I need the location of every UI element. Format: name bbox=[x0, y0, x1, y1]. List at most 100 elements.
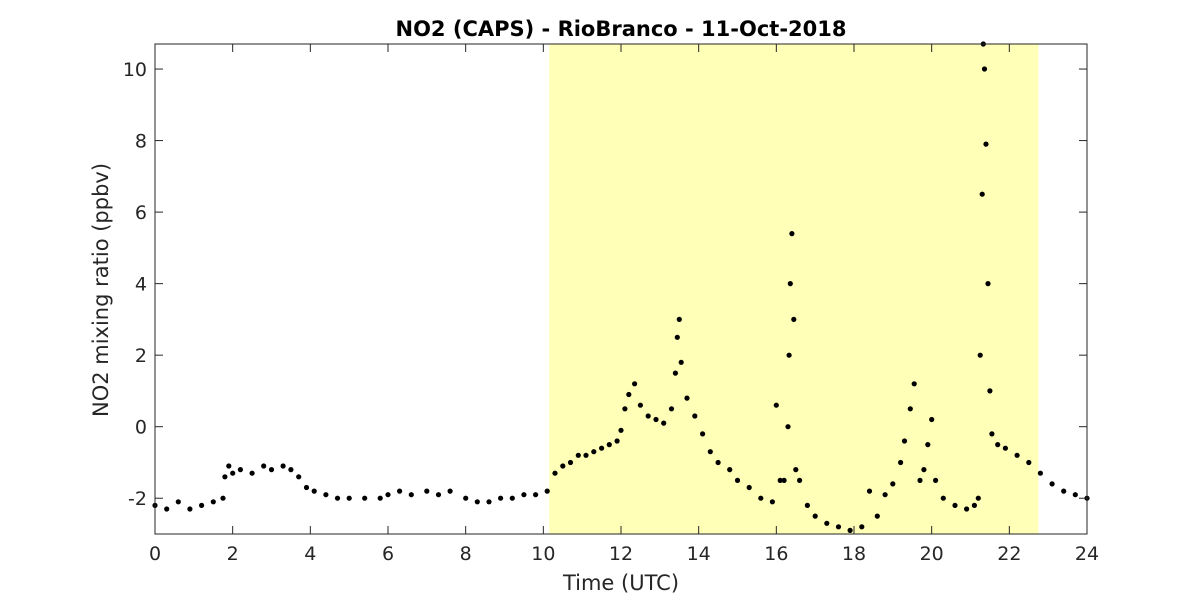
data-point bbox=[985, 281, 991, 287]
data-point bbox=[773, 402, 779, 408]
data-point bbox=[746, 484, 752, 491]
data-point bbox=[952, 502, 958, 508]
data-point bbox=[521, 492, 527, 498]
y-tick-label: 4 bbox=[135, 274, 147, 296]
data-point bbox=[692, 413, 698, 419]
data-point bbox=[882, 492, 888, 498]
x-tick-label: 6 bbox=[382, 543, 394, 565]
data-point bbox=[1061, 488, 1067, 494]
data-point bbox=[637, 402, 644, 408]
y-tick-label: 8 bbox=[135, 131, 147, 153]
data-point bbox=[734, 477, 741, 483]
data-point bbox=[230, 470, 236, 476]
data-point bbox=[653, 416, 659, 423]
data-point bbox=[859, 524, 865, 530]
data-point bbox=[614, 438, 620, 444]
data-point bbox=[672, 370, 679, 376]
data-point bbox=[989, 431, 995, 437]
data-point bbox=[261, 463, 267, 469]
data-point bbox=[769, 499, 776, 505]
data-point bbox=[812, 513, 818, 519]
data-point bbox=[645, 413, 651, 419]
data-point bbox=[781, 477, 787, 483]
data-point bbox=[789, 231, 795, 237]
data-point bbox=[474, 499, 480, 505]
data-point bbox=[575, 452, 581, 458]
data-point bbox=[220, 495, 226, 501]
data-point bbox=[632, 381, 638, 387]
data-point bbox=[979, 191, 985, 197]
data-point bbox=[847, 527, 853, 534]
data-point bbox=[700, 431, 706, 437]
data-point bbox=[222, 474, 228, 480]
data-point bbox=[940, 495, 946, 501]
data-point bbox=[971, 502, 978, 508]
data-point bbox=[684, 395, 690, 401]
data-point bbox=[987, 388, 993, 394]
x-tick-label: 18 bbox=[842, 543, 866, 565]
data-point bbox=[835, 524, 842, 530]
data-point bbox=[925, 442, 931, 448]
x-tick-label: 14 bbox=[687, 543, 711, 565]
x-axis: 0 2 4 6 8 10 12 14 16 18 20 22 24 bbox=[149, 44, 1099, 565]
data-point bbox=[237, 467, 243, 473]
data-point bbox=[567, 459, 574, 466]
data-point bbox=[777, 477, 783, 483]
data-point bbox=[1002, 445, 1009, 451]
data-point bbox=[804, 502, 811, 508]
data-point bbox=[560, 463, 566, 469]
data-point bbox=[533, 492, 539, 498]
data-point bbox=[1072, 492, 1078, 498]
data-point bbox=[591, 449, 597, 455]
y-axis: -2 0 2 4 6 8 10 bbox=[123, 59, 1087, 510]
data-point bbox=[668, 406, 675, 412]
x-tick-label: 0 bbox=[149, 543, 161, 565]
data-point bbox=[964, 506, 970, 512]
data-point bbox=[929, 416, 935, 423]
data-point bbox=[447, 488, 453, 494]
x-tick-label: 10 bbox=[531, 543, 555, 565]
data-point bbox=[544, 488, 550, 494]
data-point bbox=[785, 424, 791, 430]
data-point bbox=[787, 281, 793, 287]
data-point bbox=[911, 381, 917, 387]
data-point bbox=[995, 442, 1001, 448]
data-point bbox=[397, 488, 403, 494]
data-point bbox=[187, 506, 193, 512]
data-point bbox=[874, 513, 880, 519]
data-point bbox=[901, 438, 908, 444]
x-tick-label: 22 bbox=[997, 543, 1021, 565]
y-tick-label: 2 bbox=[135, 345, 147, 367]
data-point bbox=[408, 492, 414, 498]
data-point bbox=[296, 474, 302, 480]
data-point bbox=[1049, 481, 1055, 487]
data-point bbox=[921, 467, 927, 473]
data-point bbox=[311, 488, 317, 494]
data-point bbox=[1026, 459, 1032, 466]
data-point bbox=[975, 495, 981, 501]
data-point bbox=[303, 484, 310, 491]
x-axis-label: Time (UTC) bbox=[562, 571, 679, 595]
data-point bbox=[334, 495, 341, 501]
data-points bbox=[152, 41, 1090, 534]
data-point bbox=[1014, 452, 1020, 458]
data-point bbox=[824, 520, 830, 526]
x-tick-label: 24 bbox=[1075, 543, 1099, 565]
data-point bbox=[463, 495, 469, 501]
x-tick-label: 20 bbox=[920, 543, 944, 565]
y-tick-label: 0 bbox=[135, 417, 147, 439]
y-tick-label: -2 bbox=[128, 488, 147, 510]
data-point bbox=[715, 459, 721, 466]
data-point bbox=[618, 427, 624, 433]
data-point bbox=[890, 481, 896, 487]
data-point bbox=[933, 477, 939, 483]
data-point bbox=[268, 467, 275, 473]
y-tick-label: 10 bbox=[123, 59, 147, 81]
data-point bbox=[377, 495, 383, 501]
data-point bbox=[983, 141, 989, 147]
data-point bbox=[898, 459, 904, 466]
data-point bbox=[435, 492, 442, 498]
data-point bbox=[509, 495, 515, 501]
data-point bbox=[583, 452, 589, 458]
